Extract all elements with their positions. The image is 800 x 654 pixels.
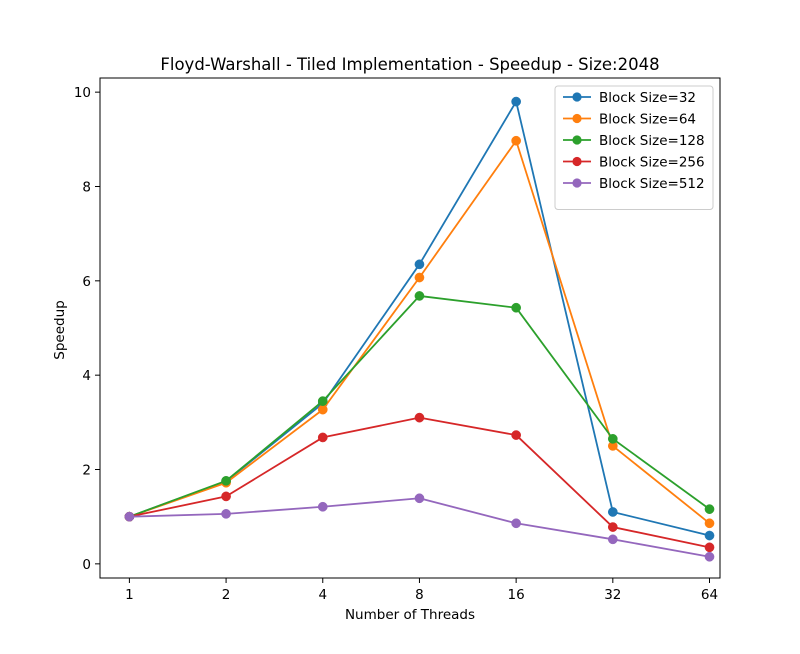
data-point (511, 96, 521, 107)
data-point (221, 491, 231, 502)
legend-item: Block Size=256 (563, 155, 705, 171)
axes-frame (99, 77, 721, 579)
x-tick-label: 2 (222, 587, 231, 603)
data-point (511, 518, 521, 529)
legend-box (554, 85, 714, 210)
y-tick-label: 6 (82, 274, 91, 290)
data-point (317, 501, 328, 512)
data-point (511, 430, 521, 440)
y-tick-label: 2 (82, 463, 91, 479)
y-ticks: 0 2 4 6 8 10 (74, 85, 100, 573)
legend-marker (572, 178, 582, 188)
y-tick-label: 0 (82, 557, 91, 573)
data-point (607, 534, 618, 545)
x-axis-label: Number of Threads (345, 607, 475, 623)
data-point (317, 396, 328, 406)
data-point (511, 302, 521, 313)
y-axis-label: Speedup (52, 300, 68, 359)
y-tick-label: 4 (82, 368, 91, 384)
data-point (414, 493, 425, 504)
data-point (704, 504, 715, 514)
series-5 (124, 493, 715, 562)
data-point (414, 291, 425, 301)
x-tick-label: 4 (318, 587, 327, 603)
data-point (414, 412, 425, 423)
x-tick-label: 16 (508, 587, 525, 603)
y-tick-label: 8 (82, 179, 91, 195)
data-point (221, 475, 231, 486)
data-point (511, 135, 521, 146)
data-point (317, 432, 328, 443)
data-point (704, 542, 715, 553)
legend: Block Size=32 Block Size=64 Block Size=128… (554, 85, 714, 210)
y-tick-label: 10 (74, 85, 91, 101)
legend-marker (572, 135, 582, 145)
legend-item: Block Size=512 (563, 176, 705, 192)
x-tick-label: 32 (604, 587, 621, 603)
data-point (607, 507, 618, 517)
data-point (414, 259, 425, 270)
data-point (317, 404, 328, 415)
chart-title: Floyd-Warshall - Tiled Implementation - … (160, 55, 659, 74)
data-point (607, 522, 618, 532)
data-point (414, 272, 425, 283)
legend-label: Block Size=64 (599, 112, 696, 128)
x-tick-label: 1 (125, 587, 134, 603)
legend-marker (572, 92, 582, 102)
data-point (704, 551, 715, 562)
plot-area: 1 2 4 8 16 32 64 0 2 4 6 8 10 (74, 77, 721, 603)
data-point (704, 518, 715, 529)
legend-label: Block Size=512 (599, 176, 705, 192)
legend-label: Block Size=32 (599, 90, 696, 106)
legend-item: Block Size=128 (563, 133, 705, 149)
legend-item: Block Size=64 (563, 112, 696, 128)
legend-label: Block Size=128 (599, 133, 705, 149)
x-ticks: 1 2 4 8 16 32 64 (125, 578, 718, 603)
legend-marker (572, 156, 582, 167)
x-tick-label: 8 (415, 587, 424, 603)
data-point (124, 511, 135, 522)
legend-marker (572, 113, 582, 124)
data-point (607, 433, 618, 444)
legend-item: Block Size=32 (563, 90, 696, 106)
x-tick-label: 64 (701, 587, 718, 603)
legend-label: Block Size=256 (599, 155, 705, 171)
data-point (704, 530, 715, 541)
data-point (221, 508, 231, 519)
